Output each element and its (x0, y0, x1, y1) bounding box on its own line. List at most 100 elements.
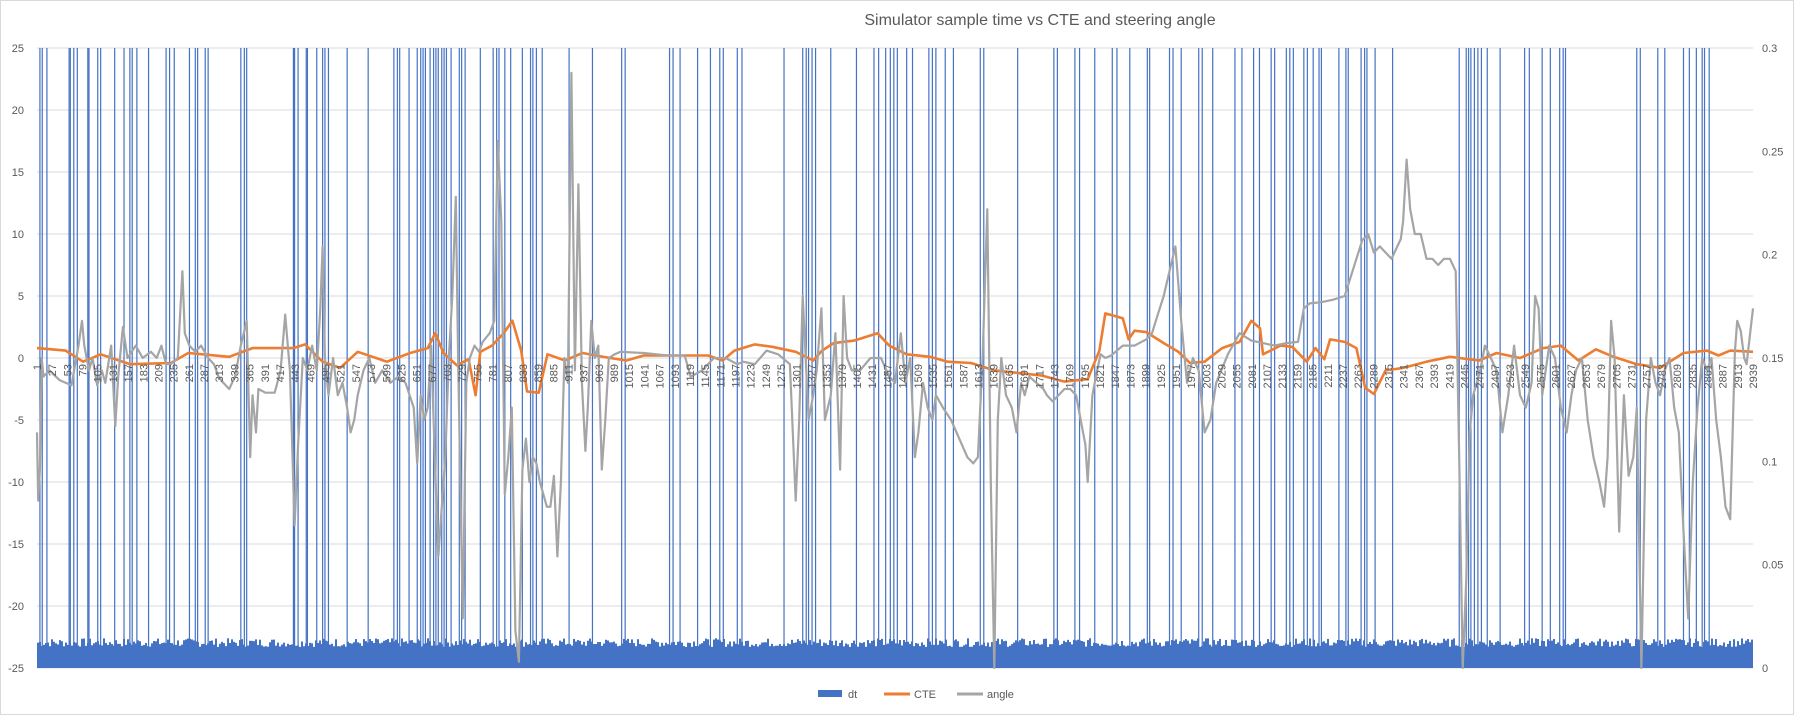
dt-bar (1685, 644, 1687, 668)
dt-bar (951, 646, 953, 668)
dt-bar (649, 643, 651, 668)
dt-bar (1023, 639, 1025, 668)
dt-bar (1495, 642, 1497, 668)
dt-bar (859, 642, 861, 668)
dt-bar (1151, 645, 1153, 668)
dt-bar (77, 645, 79, 668)
dt-bar (1257, 645, 1259, 668)
dt-bar (1233, 639, 1235, 668)
x-tick-label: 1301 (791, 364, 803, 388)
dt-bar (705, 638, 707, 668)
dt-bar (1623, 642, 1625, 668)
dt-bar (963, 645, 965, 668)
dt-bar (1621, 640, 1623, 668)
x-tick-label: 1431 (867, 364, 879, 388)
dt-bar (819, 639, 821, 668)
x-tick-label: 27 (47, 364, 59, 376)
x-tick-label: 183 (138, 364, 150, 382)
dt-bar (1665, 644, 1667, 668)
dt-bar (787, 643, 789, 668)
dt-bar (973, 644, 975, 668)
dt-bar (739, 638, 741, 668)
dt-bar (1505, 643, 1507, 668)
dt-bar (577, 640, 579, 668)
dt-bar (503, 642, 505, 668)
dt-bar (687, 642, 689, 668)
dt-bar (343, 644, 345, 668)
dt-bar (633, 643, 635, 668)
dt-bar (1283, 645, 1285, 668)
dt-bar (1735, 646, 1737, 668)
dt-bar (501, 642, 503, 668)
dt-bar (1603, 641, 1605, 668)
dt-bar (557, 645, 559, 668)
dt-bar (1407, 645, 1409, 668)
dt-bar (957, 641, 959, 668)
dt-bar (409, 640, 411, 668)
x-tick-label: 2939 (1748, 364, 1760, 388)
dt-bar (1727, 643, 1729, 668)
dt-bar (1519, 638, 1521, 668)
dt-bar (419, 640, 421, 668)
x-tick-label: 1795 (1080, 364, 1092, 388)
dt-bar (1389, 640, 1391, 668)
dt-bar (1339, 640, 1341, 668)
dt-bar (1319, 645, 1321, 668)
dt-bar (427, 638, 429, 668)
y-right-tick-label: 0.1 (1762, 456, 1777, 468)
x-tick-label: 1873 (1125, 364, 1137, 388)
y-left-tick-label: 0 (18, 353, 24, 365)
dt-bar (1297, 643, 1299, 668)
dt-bar (747, 640, 749, 668)
dt-bar (511, 644, 513, 668)
dt-bar (241, 639, 243, 668)
dt-bar (1331, 645, 1333, 668)
dt-bar (593, 644, 595, 668)
dt-bar (411, 640, 413, 668)
series-cte-line (36, 312, 1754, 397)
dt-bar (917, 643, 919, 668)
dt-bar (913, 646, 915, 668)
dt-bar (531, 644, 533, 668)
dt-bar (269, 642, 271, 668)
dt-bar (285, 646, 287, 668)
dt-bar (1181, 641, 1183, 668)
dt-bar (1077, 639, 1079, 668)
dt-bar (681, 642, 683, 668)
dt-bar (1489, 640, 1491, 668)
dt-bar (1243, 646, 1245, 668)
dt-bar (491, 642, 493, 668)
dt-bar (99, 644, 101, 668)
dt-bar (547, 638, 549, 668)
y-right-tick-label: 0.25 (1762, 146, 1783, 158)
dt-bar (707, 639, 709, 668)
dt-bar (1165, 641, 1167, 668)
dt-bar (1065, 642, 1067, 668)
dt-bar (1371, 643, 1373, 668)
dt-bar (1215, 644, 1217, 668)
dt-bar (1161, 646, 1163, 668)
dt-bar (397, 643, 399, 668)
x-tick-label: 2471 (1475, 364, 1487, 388)
chart-title: Simulator sample time vs CTE and steerin… (864, 12, 1216, 29)
dt-bar (275, 645, 277, 668)
dt-bar (1367, 643, 1369, 668)
dt-bar (771, 643, 773, 668)
x-tick-label: 2679 (1596, 364, 1608, 388)
dt-bar (1737, 641, 1739, 668)
dt-bar (377, 639, 379, 668)
dt-bar (1573, 642, 1575, 668)
dt-bar (615, 643, 617, 668)
dt-bar (1427, 643, 1429, 668)
dt-bar (1287, 644, 1289, 668)
dt-bar (941, 641, 943, 668)
dt-bar (1675, 638, 1677, 668)
dt-bar (711, 646, 713, 668)
dt-bar (1095, 643, 1097, 668)
dt-bar (469, 639, 471, 668)
dt-bar (1487, 646, 1489, 668)
dt-bar (245, 646, 247, 668)
y-right-tick-label: 0.3 (1762, 43, 1777, 55)
dt-bar (201, 644, 203, 668)
dt-bar (1105, 644, 1107, 668)
